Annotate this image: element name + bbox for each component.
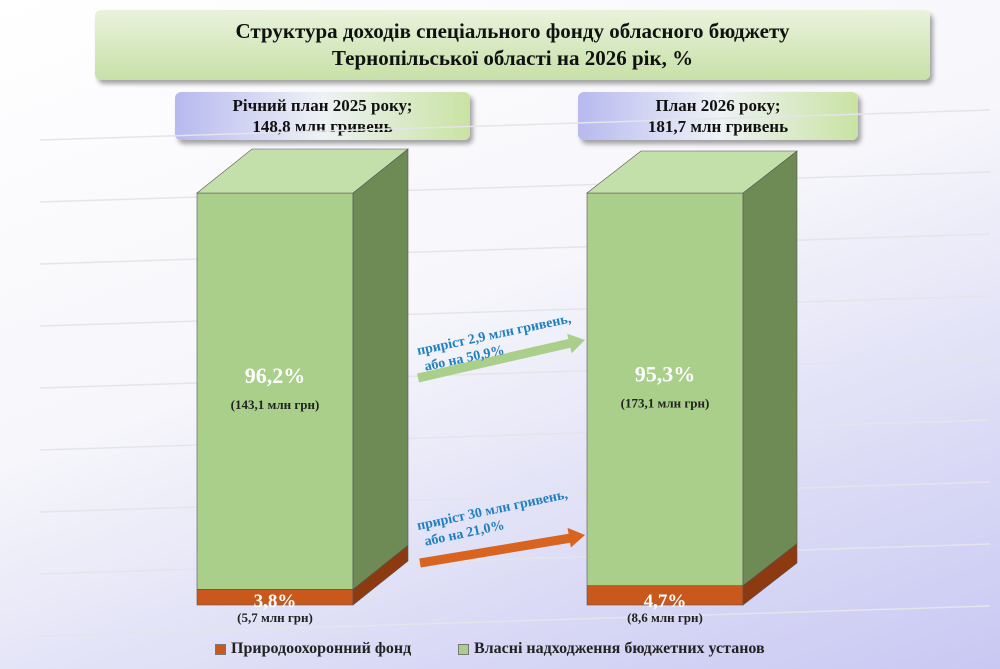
- category-total: 148,8 млн гривень: [252, 117, 393, 136]
- background-line: [39, 419, 991, 451]
- data-label: 4,7%: [644, 591, 687, 612]
- title-text: Структура доходів спеціального фонду обл…: [235, 19, 790, 70]
- bar-segment-side: [352, 148, 409, 590]
- data-sublabel: (5,7 млн грн): [237, 610, 313, 625]
- background-line: [39, 171, 991, 203]
- data-label: 96,2%: [245, 363, 306, 388]
- background-line: [39, 357, 991, 389]
- growth-arrow-shaft: [416, 338, 573, 383]
- category-header-2025: Річний план 2025 року; 148,8 млн гривень: [175, 92, 470, 140]
- data-label: 95,3%: [635, 361, 696, 386]
- legend-swatch: [458, 643, 469, 655]
- legend-item-own-revenue: Власні надходження бюджетних установ: [458, 640, 765, 658]
- legend-swatch: [215, 643, 226, 655]
- data-label: 3,8%: [254, 591, 297, 612]
- bar-segment-side: [742, 150, 798, 587]
- background-line: [39, 233, 991, 265]
- bar-segment-front: [586, 192, 744, 586]
- bar-top: [586, 150, 798, 194]
- legend-label: Природоохоронний фонд: [231, 640, 412, 657]
- category-label: Річний план 2025 року;: [232, 96, 413, 115]
- data-sublabel: (143,1 млн грн): [231, 397, 320, 412]
- growth-arrow-head: [567, 527, 585, 548]
- data-sublabel: (173,1 млн грн): [621, 395, 710, 410]
- category-label: План 2026 року;: [655, 96, 781, 115]
- legend-label: Власні надходження бюджетних установ: [474, 640, 765, 657]
- bar-segment-front: [196, 192, 354, 590]
- growth-arrow-head: [567, 333, 585, 354]
- category-total: 181,7 млн гривень: [647, 117, 789, 136]
- category-header-2026: План 2026 року; 181,7 млн гривень: [578, 92, 858, 140]
- background-line: [39, 295, 991, 327]
- growth-arrow-shaft: [419, 533, 572, 568]
- legend-item-nature: Природоохоронний фонд: [215, 640, 411, 658]
- chart-title: Структура доходів спеціального фонду обл…: [95, 10, 930, 80]
- data-sublabel: (8,6 млн грн): [627, 610, 703, 625]
- background-line: [39, 109, 991, 141]
- bar-top: [196, 148, 409, 194]
- background-line: [39, 605, 991, 637]
